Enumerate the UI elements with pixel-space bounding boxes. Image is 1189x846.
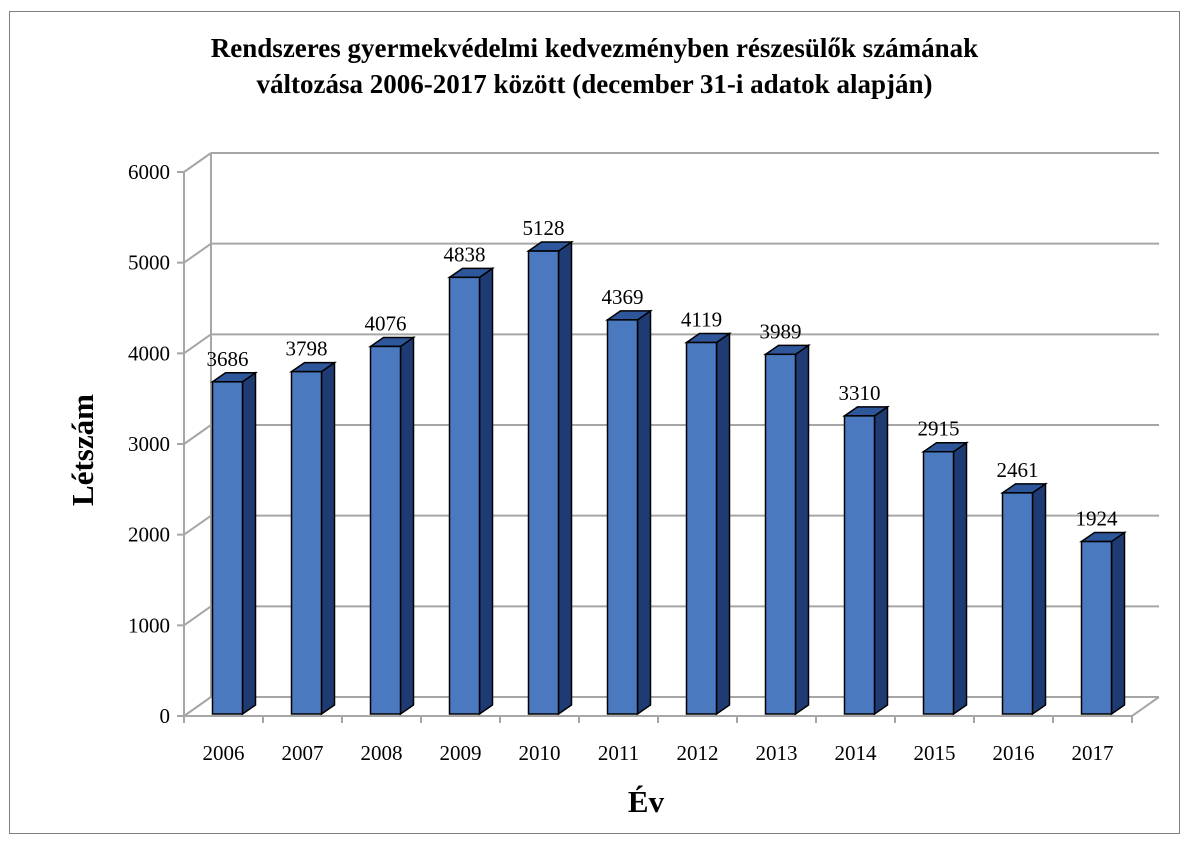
bar-front bbox=[527, 250, 560, 715]
data-labels: 3686 3798 4076 4838 5128 4369 4119 3989 3310 2915… bbox=[207, 216, 1119, 530]
gridline-side bbox=[183, 696, 212, 717]
x-tick-label: 2017 bbox=[1072, 741, 1114, 765]
bar bbox=[526, 240, 574, 716]
bar-front bbox=[764, 353, 797, 715]
bar bbox=[763, 343, 811, 716]
bar-side bbox=[478, 266, 494, 716]
y-tick-label: 2000 bbox=[128, 523, 170, 547]
bar bbox=[210, 371, 258, 716]
bar bbox=[1000, 482, 1048, 716]
gridline-side bbox=[183, 152, 212, 173]
x-tick-label: 2016 bbox=[993, 741, 1035, 765]
gridlines bbox=[183, 152, 1159, 717]
x-axis-title: Év bbox=[628, 784, 665, 819]
bar-side bbox=[873, 405, 889, 716]
bar-side bbox=[557, 240, 573, 716]
data-label: 4076 bbox=[365, 311, 407, 335]
bar-side bbox=[320, 361, 336, 716]
x-tick-label: 2015 bbox=[914, 741, 956, 765]
bar-front bbox=[685, 341, 718, 715]
data-label: 2461 bbox=[997, 458, 1039, 482]
bar-side bbox=[715, 332, 731, 716]
data-label: 3310 bbox=[839, 381, 881, 405]
bar bbox=[921, 441, 969, 716]
y-axis-title: Létszám bbox=[65, 394, 100, 506]
bar-front bbox=[211, 381, 244, 715]
y-tick-label: 6000 bbox=[128, 160, 170, 184]
x-axis-ticks: 2006 2007 2008 2009 2010 2011 2012 2013 2014 2015… bbox=[183, 716, 1133, 765]
bar-front bbox=[448, 276, 481, 715]
bar-front bbox=[1080, 540, 1113, 715]
gridline-side bbox=[183, 605, 212, 627]
y-tick-label: 0 bbox=[160, 704, 171, 728]
bar-side bbox=[241, 371, 257, 716]
x-tick-label: 2013 bbox=[756, 741, 798, 765]
bar-front bbox=[1001, 492, 1034, 715]
bar-side bbox=[399, 336, 415, 716]
x-tick-label: 2009 bbox=[440, 741, 482, 765]
data-label: 4119 bbox=[681, 308, 722, 332]
gridline-side bbox=[183, 514, 212, 536]
y-axis-ticks: 0 1000 2000 3000 4000 5000 6000 bbox=[128, 160, 184, 728]
bar bbox=[842, 405, 890, 716]
bar-front bbox=[369, 345, 402, 715]
bar bbox=[447, 266, 495, 716]
bar-front bbox=[606, 319, 639, 715]
bar-side bbox=[636, 309, 652, 716]
x-tick-label: 2012 bbox=[677, 741, 719, 765]
data-label: 3686 bbox=[207, 347, 249, 371]
bar-front bbox=[922, 450, 955, 715]
bar bbox=[605, 309, 653, 716]
gridline-side bbox=[183, 242, 212, 264]
chart-title: Rendszeres gyermekvédelmi kedvezményben … bbox=[0, 30, 1189, 102]
floor-edge bbox=[1131, 696, 1160, 717]
y-tick-label: 4000 bbox=[128, 341, 170, 365]
data-label: 1924 bbox=[1076, 507, 1119, 531]
data-label: 3989 bbox=[760, 319, 802, 343]
bar-front bbox=[843, 415, 876, 715]
y-tick-label: 5000 bbox=[128, 251, 170, 275]
x-tick-label: 2010 bbox=[519, 741, 561, 765]
y-tick-label: 1000 bbox=[128, 613, 170, 637]
data-label: 3798 bbox=[286, 337, 328, 361]
bar bbox=[1079, 531, 1127, 716]
x-tick-label: 2006 bbox=[203, 741, 245, 765]
x-tick-label: 2011 bbox=[598, 741, 639, 765]
data-label: 4369 bbox=[602, 285, 644, 309]
x-tick-label: 2007 bbox=[282, 741, 324, 765]
gridline-side bbox=[183, 424, 212, 445]
gridline-side bbox=[183, 333, 212, 355]
chart-title-line-2: változása 2006-2017 között (december 31-… bbox=[256, 69, 933, 99]
bar-front bbox=[290, 370, 323, 715]
bar-side bbox=[1031, 482, 1047, 716]
bar-side bbox=[1110, 531, 1126, 716]
data-label: 4838 bbox=[444, 242, 486, 266]
bar bbox=[684, 332, 732, 716]
bar-side bbox=[794, 343, 810, 716]
y-tick-label: 3000 bbox=[128, 432, 170, 456]
x-tick-label: 2014 bbox=[835, 741, 878, 765]
chart-title-line-1: Rendszeres gyermekvédelmi kedvezményben … bbox=[210, 33, 979, 63]
bar bbox=[368, 336, 416, 716]
data-label: 5128 bbox=[523, 216, 565, 240]
bars bbox=[210, 240, 1127, 716]
x-tick-label: 2008 bbox=[361, 741, 403, 765]
bar bbox=[289, 361, 337, 716]
data-label: 2915 bbox=[918, 417, 960, 441]
bar-side bbox=[952, 441, 968, 716]
